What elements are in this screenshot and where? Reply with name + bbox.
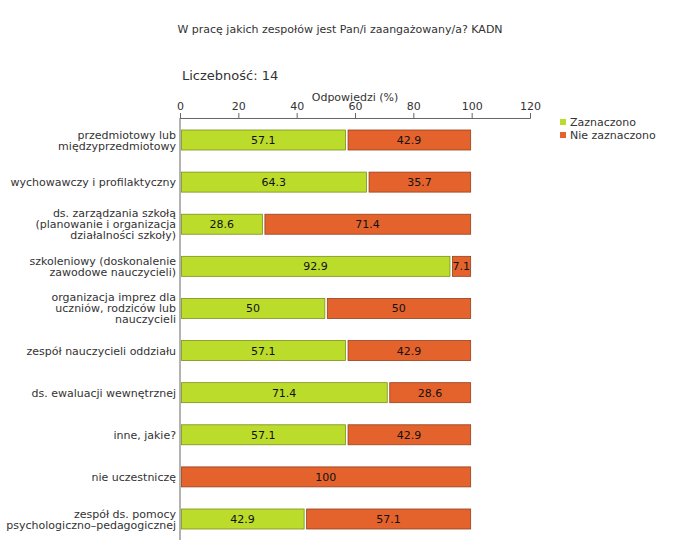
data-label: 42.9 xyxy=(397,345,422,358)
data-label: 71.4 xyxy=(272,387,297,400)
chart-root: W pracę jakich zespołów jest Pan/i zaang… xyxy=(0,0,680,560)
bar xyxy=(452,256,470,276)
tick-mark xyxy=(180,113,181,118)
bar xyxy=(182,509,305,529)
bar xyxy=(182,130,346,150)
tick-label: 100 xyxy=(462,100,483,113)
bar xyxy=(348,425,471,445)
data-label: 92.9 xyxy=(303,260,328,273)
tick: 20 xyxy=(232,100,246,118)
category-label: inne, jakie? xyxy=(113,429,176,442)
data-label: 57.1 xyxy=(376,513,401,526)
title: W pracę jakich zespołów jest Pan/i zaang… xyxy=(177,23,502,36)
x-axis: 0 20 40 60 80 100 120 xyxy=(177,100,541,119)
category-label: ds. ewaluacji wewnętrznej xyxy=(31,387,176,400)
tick: 80 xyxy=(407,100,421,118)
bar xyxy=(182,425,346,445)
data-label: 35.7 xyxy=(407,176,432,189)
data-label: 42.9 xyxy=(397,134,422,147)
bar xyxy=(348,130,471,150)
data-label: 57.1 xyxy=(251,134,276,147)
category-label: ds. zarządzania szkołą(planowanie i orga… xyxy=(35,207,176,242)
data-label: 57.1 xyxy=(251,429,276,442)
tick-mark xyxy=(472,113,473,118)
bar xyxy=(182,467,471,487)
bar xyxy=(265,214,471,234)
bar xyxy=(182,298,325,318)
bar xyxy=(327,298,470,318)
tick-label: 20 xyxy=(232,100,246,113)
data-label: 7.1 xyxy=(453,260,471,273)
tick: 0 xyxy=(177,100,184,118)
data-label: 42.9 xyxy=(397,429,422,442)
tick-label: 80 xyxy=(407,100,421,113)
y-axis-line xyxy=(180,118,181,540)
tick-mark xyxy=(413,113,414,118)
legend: ZaznaczonoNie zaznaczono xyxy=(560,116,656,142)
data-label: 28.6 xyxy=(418,387,443,400)
subtitle: Liczebność: 14 xyxy=(182,68,278,83)
tick-label: 60 xyxy=(349,100,363,113)
data-label: 50 xyxy=(246,302,260,315)
tick: 120 xyxy=(520,100,541,118)
bar xyxy=(182,341,346,361)
bar xyxy=(390,383,471,403)
bar xyxy=(182,214,263,234)
tick: 100 xyxy=(462,100,483,118)
legend-item: Zaznaczono xyxy=(560,116,636,129)
data-label: 71.4 xyxy=(355,218,380,231)
category-labels: przedmiotowy lubmiędzyprzedmiotowy wychow… xyxy=(6,129,176,532)
tick-mark xyxy=(238,113,239,118)
tick-label: 0 xyxy=(177,100,184,113)
category-label: zespół nauczycieli oddziału xyxy=(27,345,176,358)
legend-label: Zaznaczono xyxy=(570,116,636,129)
category-label: wychowawczy i profilaktyczny xyxy=(10,176,176,189)
data-label: 57.1 xyxy=(251,345,276,358)
category-label: przedmiotowy lubmiędzyprzedmiotowy xyxy=(58,129,176,153)
bars xyxy=(182,130,471,529)
data-label: 42.9 xyxy=(230,513,255,526)
tick-label: 120 xyxy=(520,100,541,113)
bar xyxy=(348,341,471,361)
category-label: organizacja imprez dlauczniów, rodziców … xyxy=(51,291,176,326)
data-label: 64.3 xyxy=(262,176,287,189)
bar xyxy=(307,509,471,529)
legend-swatch xyxy=(560,119,566,125)
data-label: 28.6 xyxy=(209,218,234,231)
legend-label: Nie zaznaczono xyxy=(570,129,656,142)
bar xyxy=(182,256,450,276)
tick: 40 xyxy=(290,100,304,118)
tick-label: 40 xyxy=(290,100,304,113)
tick-mark xyxy=(530,113,531,118)
data-label: 50 xyxy=(392,302,406,315)
legend-item: Nie zaznaczono xyxy=(560,129,656,142)
bar xyxy=(369,172,471,192)
tick-mark xyxy=(355,113,356,118)
category-label: zespół ds. pomocypsychologiczno–pedagogi… xyxy=(6,508,176,532)
tick-mark xyxy=(297,113,298,118)
data-label: 100 xyxy=(315,471,336,484)
category-label: szkoleniowy (doskonaleniezawodowe nauczy… xyxy=(29,255,176,279)
bar xyxy=(182,383,388,403)
legend-swatch xyxy=(560,132,566,138)
axis-line xyxy=(181,113,531,119)
bar xyxy=(182,172,367,192)
tick: 60 xyxy=(349,100,363,118)
data-labels: 57.1 64.3 28.6 92.9 50 57.1 71.4 57.1 42.9 42.9 35… xyxy=(209,134,470,526)
category-label: nie uczestniczę xyxy=(91,471,176,484)
